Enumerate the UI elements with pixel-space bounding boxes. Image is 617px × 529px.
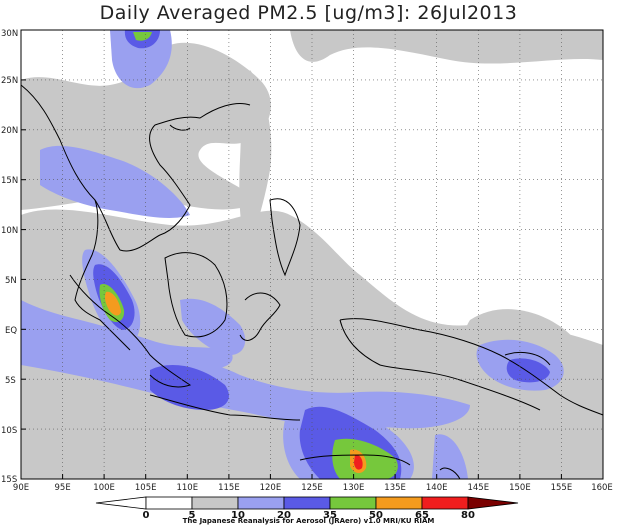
x-tick-label: 130E <box>343 483 365 493</box>
y-tick-label: EQ <box>5 326 17 336</box>
colorbar-segment <box>375 496 423 510</box>
y-tick-label: 30N <box>1 29 18 39</box>
y-tick-label: 20N <box>1 126 18 136</box>
colorbar-segment <box>329 496 377 510</box>
colorbar-label: 10 <box>231 510 245 521</box>
colorbar-label: 50 <box>369 510 383 521</box>
x-tick-label: 95E <box>55 483 71 493</box>
colorbar-segment <box>421 496 469 510</box>
x-tick-label: 145E <box>467 483 489 493</box>
y-tick-labels: 30N 25N 20N 15N 10N 5N EQ 5S 10S 15S <box>1 29 18 485</box>
colorbar-segment <box>145 496 193 510</box>
x-tick-label: 125E <box>301 483 323 493</box>
x-tick-label: 160E <box>591 483 613 493</box>
map-title: Daily Averaged PM2.5 [ug/m3]: 26Jul2013 <box>99 2 518 24</box>
y-tick-label: 10N <box>1 226 18 236</box>
x-tick-label: 115E <box>218 483 240 493</box>
colorbar-label: 35 <box>323 510 337 521</box>
colorbar-label: 0 <box>143 510 150 521</box>
y-tick-label: 5N <box>5 276 17 286</box>
colorbar-labels: 0 5 10 20 35 50 65 80 <box>143 510 475 521</box>
colorbar-segment-above <box>467 496 519 510</box>
credit-line: The Japanese Reanalysis for Aerosol (JRA… <box>182 517 435 525</box>
x-tick-label: 155E <box>551 483 573 493</box>
y-tick-label: 5S <box>5 376 16 386</box>
x-tick-label: 90E <box>13 483 29 493</box>
colorbar-label: 5 <box>189 510 196 521</box>
x-tick-label: 135E <box>384 483 406 493</box>
y-tick-label: 15N <box>1 176 18 186</box>
colorbar-segment <box>191 496 239 510</box>
x-tick-label: 110E <box>176 483 198 493</box>
x-tick-label: 120E <box>260 483 282 493</box>
graticule <box>21 30 603 479</box>
x-tick-label: 105E <box>135 483 157 493</box>
pm25-shading <box>21 30 603 479</box>
y-tick-label: 15S <box>1 475 17 485</box>
y-tick-label: 10S <box>1 426 17 436</box>
coastlines <box>21 84 603 479</box>
x-tick-label: 100E <box>93 483 115 493</box>
colorbar-label: 65 <box>415 510 429 521</box>
x-tick-labels: 90E 95E 100E 105E 110E 115E 120E 125E 13… <box>13 483 613 493</box>
colorbar-segment <box>237 496 285 510</box>
colorbar-segment-below <box>95 496 147 510</box>
x-tick-label: 140E <box>426 483 448 493</box>
y-tick-label: 25N <box>1 76 18 86</box>
colorbar-label: 20 <box>277 510 291 521</box>
colorbar-segment <box>283 496 331 510</box>
x-tick-label: 150E <box>509 483 531 493</box>
colorbar-label: 80 <box>461 510 475 521</box>
tick-marks <box>21 79 562 479</box>
pm25-level-65-80 <box>354 454 363 470</box>
colorbar <box>95 496 519 510</box>
